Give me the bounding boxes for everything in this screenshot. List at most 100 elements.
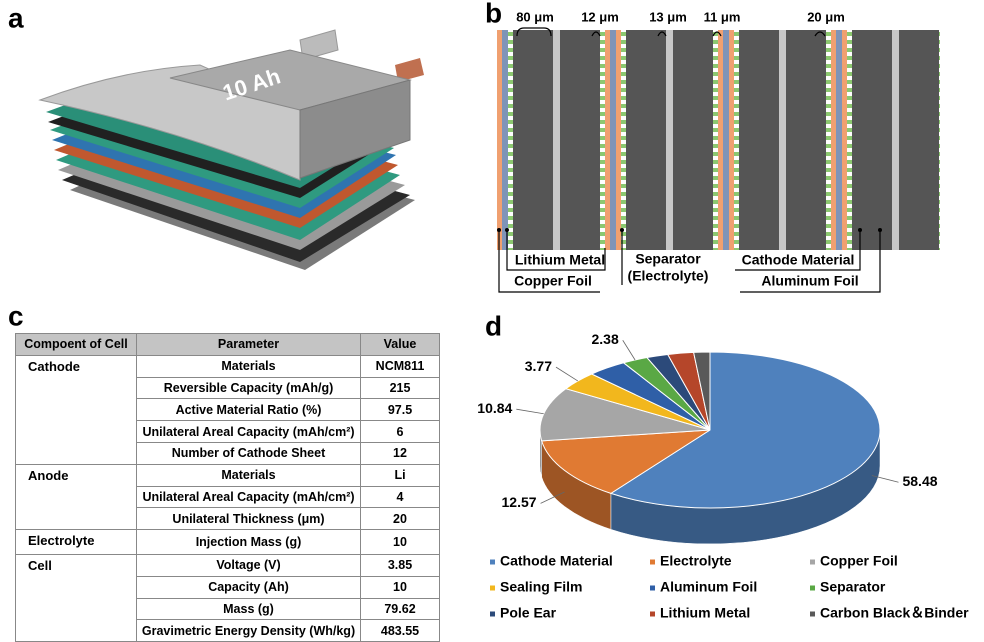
table-row: Unilateral Areal Capacity (mAh/cm²) 4 [16, 485, 440, 509]
table-row: Mass (g) 79.62 [16, 597, 440, 621]
leader-line [540, 491, 565, 504]
table-row: Cell Voltage (V) 3.85 [15, 553, 440, 642]
group-name: Electrolyte [15, 529, 137, 555]
layer-stripe [723, 30, 729, 250]
table-cell: Unilateral Areal Capacity (mAh/cm²) [136, 485, 361, 509]
layer-stripe [605, 30, 610, 250]
table-cell: 3.85 [360, 553, 440, 577]
dimension-label: 13 μm [649, 9, 687, 24]
legend-marker [810, 611, 815, 617]
leader-line [871, 475, 899, 483]
table-row: Active Material Ratio (%) 97.5 [16, 398, 440, 422]
table-header: Value [360, 333, 440, 356]
layer-stripe [673, 30, 713, 250]
value-label: 2.38 [591, 331, 618, 347]
legend-marker [650, 611, 655, 617]
pie-chart: 58.48 12.57 10.84 3.77 2.38 Cathode Material E… [477, 331, 969, 621]
layer-stripe [892, 30, 899, 250]
table-row: Reversible Capacity (mAh/g) 215 [16, 376, 440, 400]
dimension-label: 20 μm [807, 9, 845, 24]
legend-label: Lithium Metal [660, 605, 750, 621]
layer-stripe [600, 30, 605, 250]
leader-line [516, 408, 544, 415]
layer-stripe [513, 30, 553, 250]
legend-label: Cathode Material [500, 553, 613, 569]
legend-label: Carbon Black＆Binder [820, 605, 969, 621]
legend-label: Sealing Film [500, 579, 582, 595]
table-cell: NCM811 [360, 354, 440, 378]
leader-lines [498, 27, 881, 293]
panel-label: a [8, 2, 24, 33]
value-label: 3.77 [525, 358, 552, 374]
table-cell: Number of Cathode Sheet [136, 441, 361, 465]
table-cell: 10 [360, 529, 440, 555]
table-cell: 4 [360, 485, 440, 509]
layer-stripe [713, 30, 718, 250]
diagram-label: Lithium Metal [515, 252, 605, 268]
dimension-label: 11 μm [704, 9, 741, 24]
dimension-label: 80 μm [516, 9, 554, 24]
table-cell: Mass (g) [136, 597, 361, 621]
table-cell: 6 [360, 420, 440, 443]
table-cell: Materials [136, 463, 361, 487]
legend-label: Copper Foil [820, 553, 898, 569]
table-cell: Reversible Capacity (mAh/g) [136, 376, 361, 400]
layer-stripe [779, 30, 786, 250]
legend-label: Pole Ear [500, 605, 557, 621]
table-cell: 12 [360, 441, 440, 465]
layer-stripe [847, 30, 852, 250]
slice [540, 429, 711, 494]
layer-stripe [626, 30, 666, 250]
table-cell: Li [360, 463, 440, 487]
cell-structure-diagram [497, 30, 940, 250]
table-cell: 483.55 [360, 619, 440, 642]
group-name: Cell [15, 553, 137, 642]
layer-stripe [560, 30, 600, 250]
table-row: Cathode Materials NCM811 [15, 354, 440, 465]
diagram-label: (Electrolyte) [628, 268, 709, 284]
slice [539, 388, 711, 442]
layer-stripe [497, 30, 502, 250]
table-cell: Capacity (Ah) [136, 575, 361, 599]
table-row: Anode Materials Li [15, 463, 440, 531]
layer-stripe [939, 30, 940, 250]
value-label: 58.48 [902, 473, 937, 489]
value-label: 12.57 [502, 494, 537, 510]
layer-stripe [729, 30, 734, 250]
layer-stripe [836, 30, 842, 250]
table-cell: 79.62 [360, 597, 440, 621]
pouch-cell: 10 Ah [38, 29, 424, 270]
layer-stripe [786, 30, 826, 250]
leader-line [622, 340, 636, 361]
legend-label: Aluminum Foil [660, 579, 757, 595]
table-cell: Materials [136, 354, 361, 378]
legend-label: Separator [820, 579, 886, 595]
legend-marker [650, 559, 655, 565]
layer-stripe [553, 30, 560, 250]
table-cell: 215 [360, 376, 440, 400]
table-header: Parameter [136, 333, 361, 356]
layer-stripe [610, 30, 616, 250]
group-name: Cathode [15, 354, 137, 465]
diagram-label: Cathode Material [742, 252, 855, 268]
table-cell: 20 [360, 507, 440, 531]
layer-stripe [734, 30, 739, 250]
table-row: Electrolyte Injection Mass (g) 10 [15, 529, 440, 555]
layer-stripe [899, 30, 939, 250]
dimension-label: 12 μm [581, 9, 619, 24]
slice [609, 351, 881, 509]
table-header: Compoent of Cell [15, 333, 137, 356]
panel-label: b [485, 0, 502, 28]
layer-stripe [842, 30, 847, 250]
table-row: Capacity (Ah) 10 [16, 575, 440, 599]
table-cell: Injection Mass (g) [136, 529, 361, 555]
layer-stripe [826, 30, 831, 250]
legend-label: Electrolyte [660, 553, 732, 569]
table-cell: Unilateral Thickness (μm) [136, 507, 361, 531]
table-cell: Gravimetric Energy Density (Wh/kg) [136, 619, 361, 642]
table-row: Unilateral Areal Capacity (mAh/cm²) 6 [16, 420, 440, 443]
value-label: 10.84 [477, 400, 512, 416]
layer-stripe [739, 30, 779, 250]
